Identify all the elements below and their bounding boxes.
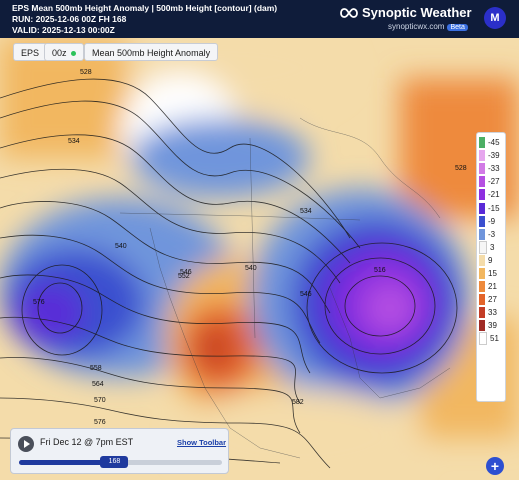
legend-swatch bbox=[479, 176, 485, 188]
legend-swatch bbox=[479, 228, 485, 240]
legend-label: -27 bbox=[488, 177, 500, 187]
model-select-button[interactable]: EPS bbox=[13, 43, 48, 61]
color-legend: -45 -39 -33 -27 -21 -15 -9 -3 3 9 15 21 27 33 39 51 bbox=[476, 132, 506, 402]
legend-item: 15 bbox=[479, 267, 503, 280]
timeline-progress bbox=[19, 460, 115, 465]
legend-swatch bbox=[479, 332, 487, 346]
legend-label: -21 bbox=[488, 190, 500, 200]
forecast-time: Fri Dec 12 @ 7pm EST bbox=[40, 437, 134, 447]
contour-label: 576 bbox=[94, 419, 106, 426]
legend-swatch bbox=[479, 202, 485, 214]
legend-item: -21 bbox=[479, 188, 503, 201]
legend-label: -15 bbox=[488, 203, 500, 213]
legend-item: 21 bbox=[479, 280, 503, 293]
legend-label: -3 bbox=[488, 229, 496, 239]
legend-swatch bbox=[479, 254, 485, 266]
playback-panel: Fri Dec 12 @ 7pm EST Show Toolbar 168 bbox=[10, 428, 229, 474]
contour-label: 528 bbox=[455, 165, 467, 172]
brand-name: Synoptic Weather bbox=[362, 5, 472, 20]
legend-swatch bbox=[479, 281, 485, 293]
contour-label: 582 bbox=[292, 399, 304, 406]
legend-item: 51 bbox=[479, 332, 503, 346]
legend-item: -39 bbox=[479, 149, 503, 162]
legend-label: -45 bbox=[488, 138, 500, 148]
brand-logo[interactable]: Synoptic Weather bbox=[340, 5, 472, 21]
add-button[interactable]: + bbox=[486, 457, 504, 475]
contour-label: 534 bbox=[300, 208, 312, 215]
contour-label: 546 bbox=[180, 269, 192, 276]
legend-item: 27 bbox=[479, 293, 503, 306]
legend-label: -9 bbox=[488, 216, 496, 226]
legend-item: -15 bbox=[479, 201, 503, 214]
legend-item: -45 bbox=[479, 136, 503, 149]
infinity-logo-icon bbox=[340, 6, 358, 21]
legend-label: 9 bbox=[488, 255, 493, 265]
timeline-slider[interactable]: 168 bbox=[19, 456, 222, 468]
site-url[interactable]: synopticwx.com Beta bbox=[388, 22, 468, 31]
legend-item: 39 bbox=[479, 319, 503, 332]
legend-item: 3 bbox=[479, 240, 503, 254]
contour-label: 528 bbox=[80, 69, 92, 76]
legend-item: 33 bbox=[479, 306, 503, 319]
contour-label: 540 bbox=[245, 265, 257, 272]
product-select-button[interactable]: Mean 500mb Height Anomaly bbox=[84, 43, 219, 61]
contour-label-layer: 528 534 540 546 552 558 564 570 576 582 … bbox=[33, 69, 467, 426]
legend-label: -39 bbox=[488, 151, 500, 161]
legend-item: -27 bbox=[479, 175, 503, 188]
legend-item: -33 bbox=[479, 162, 503, 175]
legend-swatch bbox=[479, 163, 485, 175]
map-title: EPS Mean 500mb Height Anomaly | 500mb He… bbox=[12, 3, 278, 13]
legend-swatch bbox=[479, 240, 487, 254]
legend-swatch bbox=[479, 267, 485, 279]
legend-swatch bbox=[479, 150, 485, 162]
contour-label: 564 bbox=[92, 381, 104, 388]
contour-label: 570 bbox=[94, 397, 106, 404]
timeline-thumb[interactable]: 168 bbox=[100, 456, 129, 468]
legend-swatch bbox=[479, 215, 485, 227]
legend-label: -33 bbox=[488, 164, 500, 174]
contour-label: 516 bbox=[374, 267, 386, 274]
user-avatar[interactable]: M bbox=[484, 7, 506, 29]
legend-label: 33 bbox=[488, 308, 497, 318]
header-bar: EPS Mean 500mb Height Anomaly | 500mb He… bbox=[0, 0, 519, 38]
legend-label: 27 bbox=[488, 295, 497, 305]
legend-label: 39 bbox=[488, 321, 497, 331]
beta-badge: Beta bbox=[447, 24, 468, 31]
run-label: RUN: 2025-12-06 00Z FH 168 bbox=[12, 14, 127, 24]
show-toolbar-link[interactable]: Show Toolbar bbox=[177, 438, 227, 447]
status-dot-icon bbox=[70, 51, 76, 57]
play-button[interactable] bbox=[18, 436, 34, 452]
legend-label: 21 bbox=[488, 282, 497, 292]
weather-map[interactable]: 528 534 540 546 552 558 564 570 576 582 … bbox=[0, 38, 519, 480]
contour-label: 558 bbox=[90, 365, 102, 372]
legend-swatch bbox=[479, 189, 485, 201]
legend-swatch bbox=[479, 137, 485, 149]
run-label-text: 00z bbox=[52, 48, 67, 58]
height-contours bbox=[0, 78, 458, 469]
legend-item: -3 bbox=[479, 228, 503, 241]
legend-swatch bbox=[479, 307, 485, 319]
contour-label: 546 bbox=[300, 291, 312, 298]
coastlines bbox=[119, 117, 451, 459]
valid-label: VALID: 2025-12-13 00:00Z bbox=[12, 25, 115, 35]
legend-item: -9 bbox=[479, 215, 503, 228]
legend-swatch bbox=[479, 320, 485, 332]
legend-swatch bbox=[479, 294, 485, 306]
legend-label: 3 bbox=[490, 242, 495, 252]
legend-label: 51 bbox=[490, 334, 499, 344]
contour-label: 576 bbox=[33, 299, 45, 306]
legend-label: 15 bbox=[488, 268, 497, 278]
contour-label: 552 bbox=[178, 273, 190, 280]
legend-item: 9 bbox=[479, 254, 503, 267]
contour-label: 534 bbox=[68, 138, 80, 145]
site-url-text: synopticwx.com bbox=[388, 22, 445, 31]
contour-label: 540 bbox=[115, 243, 127, 250]
run-select-button[interactable]: 00z bbox=[44, 43, 84, 61]
